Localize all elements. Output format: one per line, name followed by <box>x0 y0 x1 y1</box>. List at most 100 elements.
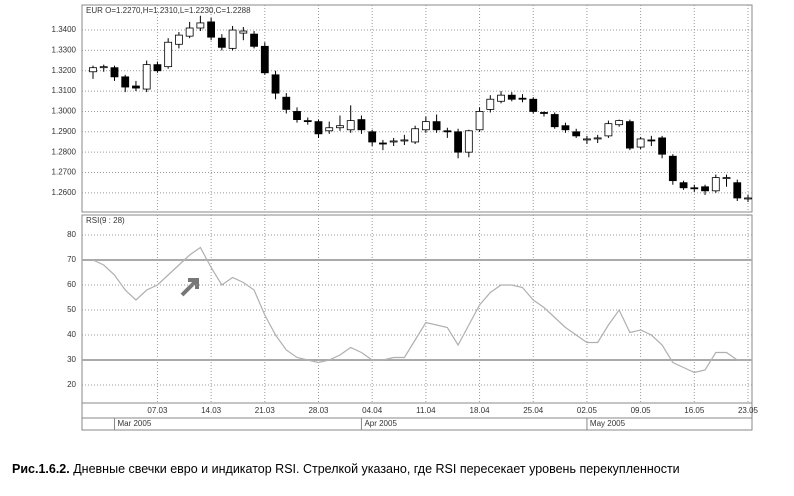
candle-body <box>282 96 291 110</box>
y-tick-label: 1.2700 <box>52 168 77 177</box>
candle-body <box>239 30 248 34</box>
candle-body <box>475 111 484 131</box>
candle-body <box>346 120 355 131</box>
x-tick-label: 04.04 <box>362 406 383 415</box>
candle-body <box>271 74 280 94</box>
candle-body <box>647 139 656 142</box>
caption: Рис.1.6.2. Дневные свечки евро и индикат… <box>12 462 680 476</box>
candle-body <box>260 45 269 74</box>
price-panel <box>81 4 753 213</box>
candle-body <box>293 111 301 120</box>
candle-body <box>400 139 409 142</box>
x-tick-label: 23.05 <box>738 406 759 415</box>
candle-body <box>336 125 344 129</box>
candle-body <box>217 37 226 48</box>
y-tick-label: 1.3300 <box>52 45 77 54</box>
date-axis <box>81 402 753 431</box>
candle-body <box>185 27 194 37</box>
x-tick-label: 18.04 <box>470 406 491 415</box>
caption-text: Дневные свечки евро и индикатор RSI. Стр… <box>73 462 679 476</box>
x-tick-label: 11.04 <box>416 406 436 415</box>
candle-body <box>561 125 570 131</box>
x-tick-label: 21.03 <box>255 406 276 415</box>
candle-body <box>228 29 237 49</box>
candle-body <box>454 131 462 153</box>
candle-body <box>744 197 752 200</box>
candle-body <box>625 121 634 149</box>
x-tick-label: 28.03 <box>308 406 329 415</box>
candle-body <box>99 66 108 69</box>
y-tick-label: 50 <box>67 305 76 314</box>
x-tick-label: 14.03 <box>201 406 222 415</box>
candle-body <box>325 127 334 132</box>
candle-body <box>314 121 323 135</box>
candle-body <box>572 131 581 137</box>
y-tick-label: 30 <box>67 355 76 364</box>
candle-body <box>411 128 420 143</box>
candle-body <box>604 123 613 137</box>
candle-body <box>443 130 452 133</box>
arrow <box>180 278 199 297</box>
candle-body <box>121 76 130 88</box>
candle-body <box>615 120 624 126</box>
candle-body <box>486 98 495 110</box>
candle-body <box>593 137 602 140</box>
x-tick-label: 09.05 <box>631 406 652 415</box>
candle-body <box>379 142 387 145</box>
rsi-panel <box>81 214 753 404</box>
x-tick-label: 16.05 <box>684 406 705 415</box>
y-tick-label: 1.3400 <box>52 25 77 34</box>
caption-label: Рис.1.6.2. <box>12 462 70 476</box>
candle-body <box>153 64 162 72</box>
month-label: Apr 2005 <box>364 419 397 428</box>
y-tick-label: 40 <box>67 330 76 339</box>
month-label: Mar 2005 <box>117 419 151 428</box>
candle-body <box>690 187 699 190</box>
rsi-line <box>92 246 748 374</box>
price-title: EUR O=1.2270,H=1.2310,L=1.2230,C=1.2288 <box>86 6 251 15</box>
candle-body <box>142 64 151 90</box>
candle-body <box>668 155 677 182</box>
x-tick-label: 07.03 <box>147 406 168 415</box>
candle-body <box>497 94 505 102</box>
candle-body <box>89 67 97 73</box>
candle-body <box>722 177 731 180</box>
candle-body <box>250 33 258 47</box>
x-tick-label: 02.05 <box>577 406 598 415</box>
y-tick-label: 1.3000 <box>52 107 77 116</box>
candle-body <box>207 21 216 38</box>
candle-body <box>518 97 527 100</box>
candle-body <box>432 121 441 131</box>
candle-body <box>711 177 720 192</box>
candle-body <box>636 138 645 148</box>
candle-body <box>529 98 538 112</box>
candle-body <box>507 94 516 100</box>
candle-body <box>540 112 548 114</box>
candle-body <box>357 119 366 131</box>
y-tick-label: 1.2600 <box>52 188 77 197</box>
candle-body <box>658 137 666 155</box>
candle-body <box>164 41 173 68</box>
candle-body <box>464 130 473 153</box>
candle-body <box>368 131 377 143</box>
candle-body <box>550 114 559 128</box>
rsi-title: RSI(9 : 28) <box>86 216 125 225</box>
candle-body <box>196 22 205 29</box>
y-tick-label: 20 <box>67 380 76 389</box>
candle-body <box>701 186 709 192</box>
y-tick-label: 1.3100 <box>52 86 77 95</box>
candle-body <box>733 182 742 199</box>
month-label: May 2005 <box>590 419 626 428</box>
candle-body <box>175 34 183 45</box>
candle-body <box>679 182 688 189</box>
y-tick-label: 70 <box>67 255 76 264</box>
candle-body <box>583 138 591 141</box>
candle-body <box>110 67 119 78</box>
candle-body <box>389 140 398 143</box>
y-tick-label: 1.2800 <box>52 147 77 156</box>
x-tick-label: 25.04 <box>523 406 544 415</box>
candle-body <box>303 120 312 123</box>
y-tick-label: 80 <box>67 230 76 239</box>
y-tick-label: 60 <box>67 280 76 289</box>
